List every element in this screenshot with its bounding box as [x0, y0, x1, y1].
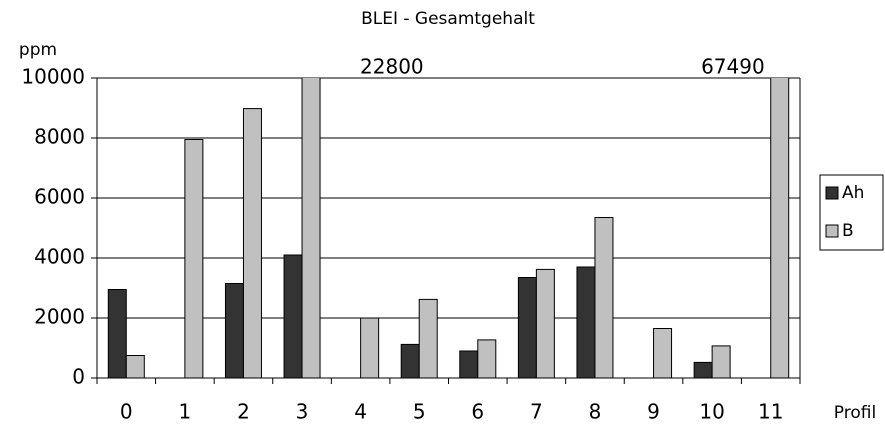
x-tick-label: 7	[530, 400, 543, 424]
value-label: 22800	[360, 55, 424, 79]
y-tick-label: 4000	[34, 245, 85, 269]
bar	[711, 345, 731, 379]
chart-title: BLEI - Gesamtgehalt	[361, 9, 535, 29]
y-tick-label: 8000	[34, 125, 85, 149]
y-tick-label: 6000	[34, 185, 85, 209]
bar	[653, 328, 673, 379]
x-tick-label: 0	[120, 400, 133, 424]
bar	[418, 298, 438, 379]
bar	[360, 317, 380, 379]
bar	[125, 355, 145, 379]
x-tick-label: 5	[413, 400, 426, 424]
bars	[107, 78, 790, 379]
x-tick-label: 6	[471, 400, 484, 424]
x-tick-label: 3	[296, 400, 309, 424]
y-tick-label: 2000	[34, 305, 85, 329]
x-tick-label: 10	[699, 400, 724, 424]
bar	[107, 289, 127, 379]
value-label: 67490	[701, 55, 765, 79]
x-tick-label: 11	[758, 400, 783, 424]
bar	[576, 266, 596, 379]
bar	[517, 277, 537, 379]
x-tick-label: 8	[589, 400, 602, 424]
x-tick-label: 1	[179, 400, 192, 424]
bar	[184, 139, 204, 379]
legend-swatch	[825, 186, 839, 200]
bar	[693, 361, 713, 379]
bar	[400, 343, 420, 379]
y-tick-label: 10000	[21, 65, 85, 89]
bar	[535, 268, 555, 379]
x-tick-label: 9	[647, 400, 660, 424]
x-tick-label: 4	[354, 400, 367, 424]
legend-swatch	[825, 224, 839, 238]
legend-label: Ah	[842, 183, 864, 203]
bar	[594, 217, 614, 379]
x-tick-label: 2	[237, 400, 250, 424]
legend-label: B	[842, 221, 854, 241]
bar	[242, 108, 262, 379]
y-axis-label: ppm	[19, 40, 57, 60]
bar	[283, 254, 303, 379]
bar	[477, 339, 497, 379]
y-tick-label: 0	[72, 365, 85, 389]
bar	[459, 350, 479, 379]
x-axis-label: Profil	[834, 403, 876, 423]
bar	[224, 283, 244, 379]
